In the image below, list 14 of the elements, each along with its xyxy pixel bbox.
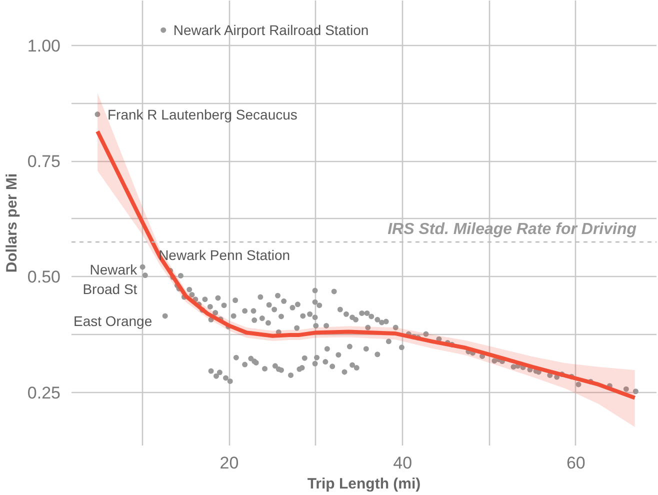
annotation: Newark Broad St <box>82 262 138 297</box>
annotation: East Orange <box>74 312 152 329</box>
x-axis-title: Trip Length (mi) <box>307 476 421 492</box>
y-axis-title: Dollars per Mi <box>3 173 20 273</box>
annotation: Frank R Lautenberg Secaucus <box>108 106 298 122</box>
y-tick-label: 0.25 <box>27 383 61 402</box>
x-tick-label: 40 <box>393 454 412 472</box>
y-tick-label: 0.50 <box>27 268 61 287</box>
annotation: Newark Airport Railroad Station <box>173 22 369 38</box>
x-tick-label: 20 <box>220 454 239 472</box>
y-tick-label: 1.00 <box>27 36 61 56</box>
ref-line-label: IRS Std. Mileage Rate for Driving <box>388 220 637 238</box>
y-tick-label: 0.75 <box>27 152 61 172</box>
x-tick-label: 60 <box>566 454 586 472</box>
